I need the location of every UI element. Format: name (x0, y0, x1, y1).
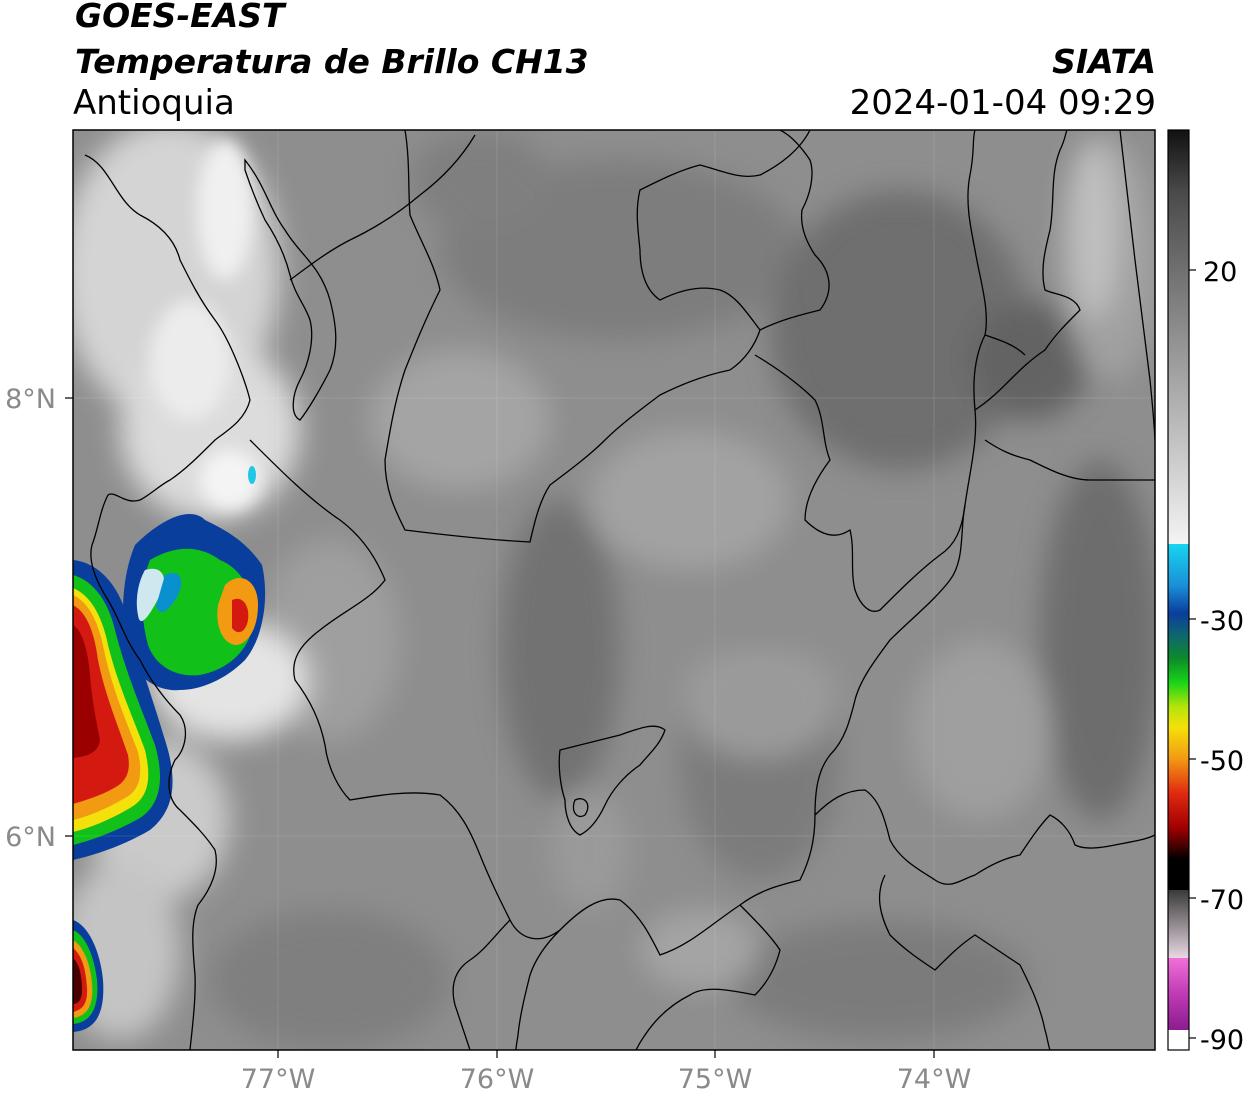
colorbar-label: -30 (1200, 606, 1244, 637)
lat-tick-label: 6°N (5, 822, 56, 853)
colorbar (1167, 129, 1196, 1051)
boundaries (84, 130, 1155, 1050)
colorbar-label: 20 (1203, 257, 1237, 288)
satellite-image (73, 130, 1155, 1050)
lon-tick-label: 76°W (460, 1064, 535, 1095)
colorbar-label: -50 (1200, 746, 1244, 777)
graticule (73, 130, 1155, 1050)
lon-tick-label: 74°W (897, 1064, 972, 1095)
region-label: Antioquia (73, 83, 235, 123)
lon-ticks (277, 1050, 935, 1058)
convective-cell-west (73, 560, 173, 860)
convective-cell-south (73, 920, 104, 1032)
satellite-title: GOES-EAST (75, 0, 285, 35)
lon-tick-label: 77°W (241, 1064, 316, 1095)
colorbar-label: -70 (1200, 885, 1244, 916)
convective-cell-north (123, 514, 266, 691)
lat-ticks (65, 397, 73, 837)
bright-cloud-cores (150, 140, 260, 510)
product-title: Temperatura de Brillo CH13 (75, 42, 589, 81)
texture-light (260, 140, 1155, 990)
cold-speck (248, 466, 256, 484)
datetime-label: 2024-01-04 09:29 (849, 83, 1156, 123)
map-frame (72, 129, 1156, 1051)
colorbar-label: -90 (1200, 1025, 1244, 1056)
lon-tick-label: 75°W (678, 1064, 753, 1095)
organization-label: SIATA (1052, 42, 1156, 81)
lat-tick-label: 8°N (5, 384, 56, 415)
